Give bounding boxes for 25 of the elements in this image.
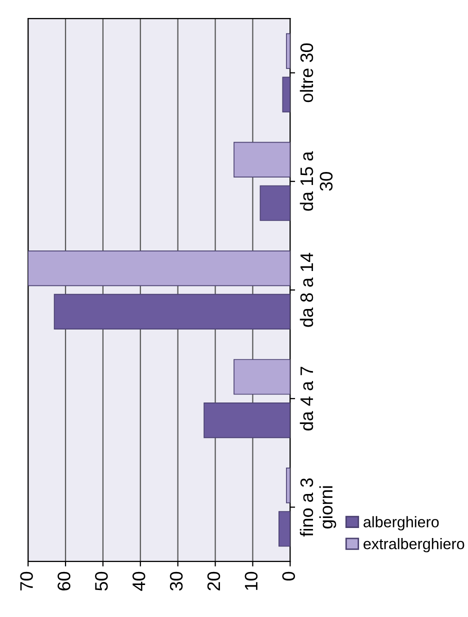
- bar: [260, 185, 290, 221]
- y-tick-label: fino a 3 giorni: [300, 478, 336, 537]
- bar: [234, 359, 290, 395]
- x-tick-label: 70: [20, 572, 33, 590]
- y-tick-label: da 4 a 7: [300, 366, 314, 430]
- x-tick-label: 40: [132, 572, 146, 591]
- y-tick-label: da 15 a 30: [300, 151, 333, 211]
- y-tick-label: da 8 a 14: [300, 252, 314, 327]
- bar: [278, 511, 290, 547]
- bar: [286, 33, 290, 69]
- x-tick-label: 10: [244, 572, 258, 590]
- bar: [286, 468, 290, 504]
- bar: [234, 142, 290, 178]
- legend-label: extralberghiero: [364, 538, 464, 552]
- x-tick-label: 60: [58, 572, 70, 590]
- x-tick-label: 50: [95, 572, 108, 591]
- bar: [204, 402, 290, 438]
- x-tick-label: 0: [282, 572, 296, 581]
- x-tick-label: 30: [170, 572, 183, 591]
- bar: [54, 294, 290, 330]
- legend-label: alberghiero: [364, 516, 439, 530]
- bar: [28, 250, 290, 286]
- x-tick-label: 20: [207, 572, 220, 590]
- bar: [282, 76, 290, 112]
- y-tick-label: oltre 30: [300, 43, 314, 102]
